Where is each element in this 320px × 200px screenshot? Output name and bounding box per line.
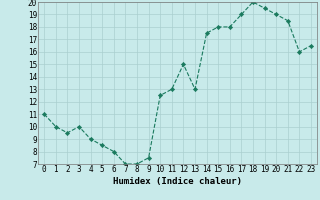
X-axis label: Humidex (Indice chaleur): Humidex (Indice chaleur) <box>113 177 242 186</box>
